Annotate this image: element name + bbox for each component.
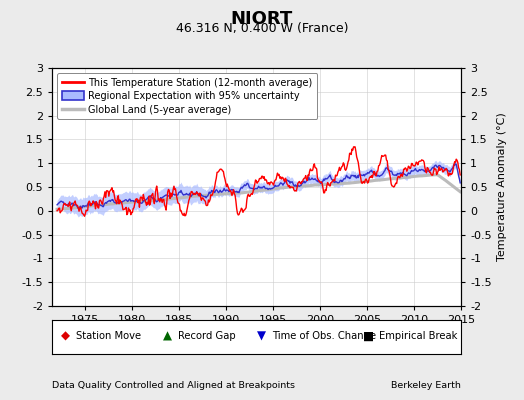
Text: ■: ■ bbox=[363, 330, 374, 343]
Text: ◆: ◆ bbox=[61, 330, 70, 343]
Text: NIORT: NIORT bbox=[231, 10, 293, 28]
Legend: This Temperature Station (12-month average), Regional Expectation with 95% uncer: This Temperature Station (12-month avera… bbox=[57, 73, 318, 119]
Text: Empirical Break: Empirical Break bbox=[378, 331, 457, 341]
Text: Data Quality Controlled and Aligned at Breakpoints: Data Quality Controlled and Aligned at B… bbox=[52, 381, 296, 390]
Text: ▼: ▼ bbox=[257, 330, 266, 343]
Text: Time of Obs. Change: Time of Obs. Change bbox=[272, 331, 376, 341]
Text: 46.316 N, 0.400 W (France): 46.316 N, 0.400 W (France) bbox=[176, 22, 348, 35]
Text: Berkeley Earth: Berkeley Earth bbox=[391, 381, 461, 390]
Y-axis label: Temperature Anomaly (°C): Temperature Anomaly (°C) bbox=[497, 113, 507, 261]
Text: Record Gap: Record Gap bbox=[178, 331, 236, 341]
Text: Station Move: Station Move bbox=[76, 331, 141, 341]
Text: ▲: ▲ bbox=[163, 330, 172, 343]
